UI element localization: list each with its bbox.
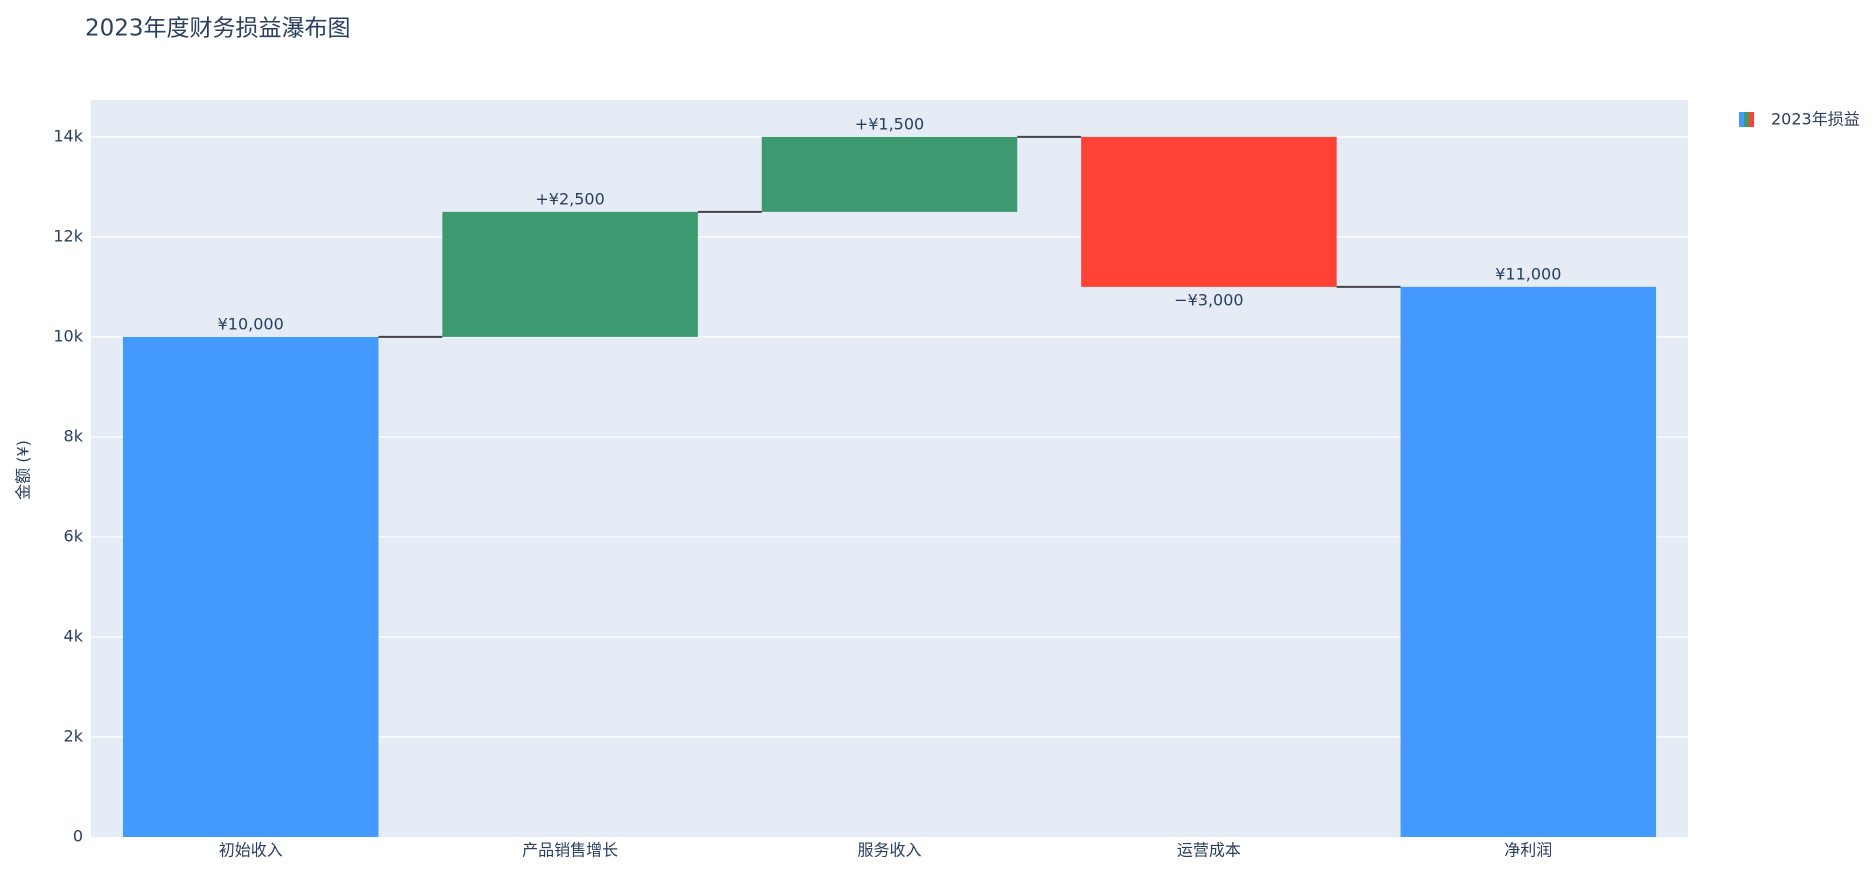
x-tick-label: 初始收入 xyxy=(219,841,283,860)
y-tick-label: 6k xyxy=(64,526,84,545)
legend-label[interactable]: 2023年损益 xyxy=(1771,110,1860,129)
y-tick-label: 4k xyxy=(64,626,84,645)
value-label: ¥11,000 xyxy=(1495,264,1561,283)
bar xyxy=(1400,286,1657,837)
x-tick-label: 净利润 xyxy=(1504,841,1552,860)
bar xyxy=(1081,136,1337,287)
legend-swatch xyxy=(1739,112,1744,127)
legend: 2023年损益 xyxy=(1739,110,1860,129)
y-tick-label: 12k xyxy=(53,226,83,245)
x-tick-label: 产品销售增长 xyxy=(522,841,618,860)
value-label: ¥10,000 xyxy=(218,314,284,333)
x-tick-label: 运营成本 xyxy=(1177,841,1241,860)
bar xyxy=(761,136,1018,212)
y-tick-label: 0 xyxy=(73,827,83,846)
y-tick-label: 8k xyxy=(64,426,84,445)
legend-swatch xyxy=(1744,112,1749,127)
y-axis-title: 金额 (¥) xyxy=(14,440,33,500)
y-tick-label: 10k xyxy=(53,326,83,345)
legend-swatch xyxy=(1749,112,1754,127)
value-label: −¥3,000 xyxy=(1174,290,1243,309)
bar xyxy=(442,211,698,337)
bar xyxy=(122,336,379,837)
x-tick-label: 服务收入 xyxy=(857,841,921,860)
value-label: +¥1,500 xyxy=(855,114,924,133)
value-label: +¥2,500 xyxy=(535,189,604,208)
y-tick-label: 14k xyxy=(53,126,83,145)
y-tick-label: 2k xyxy=(64,726,84,745)
chart-title: 2023年度财务损益瀑布图 xyxy=(85,16,351,42)
